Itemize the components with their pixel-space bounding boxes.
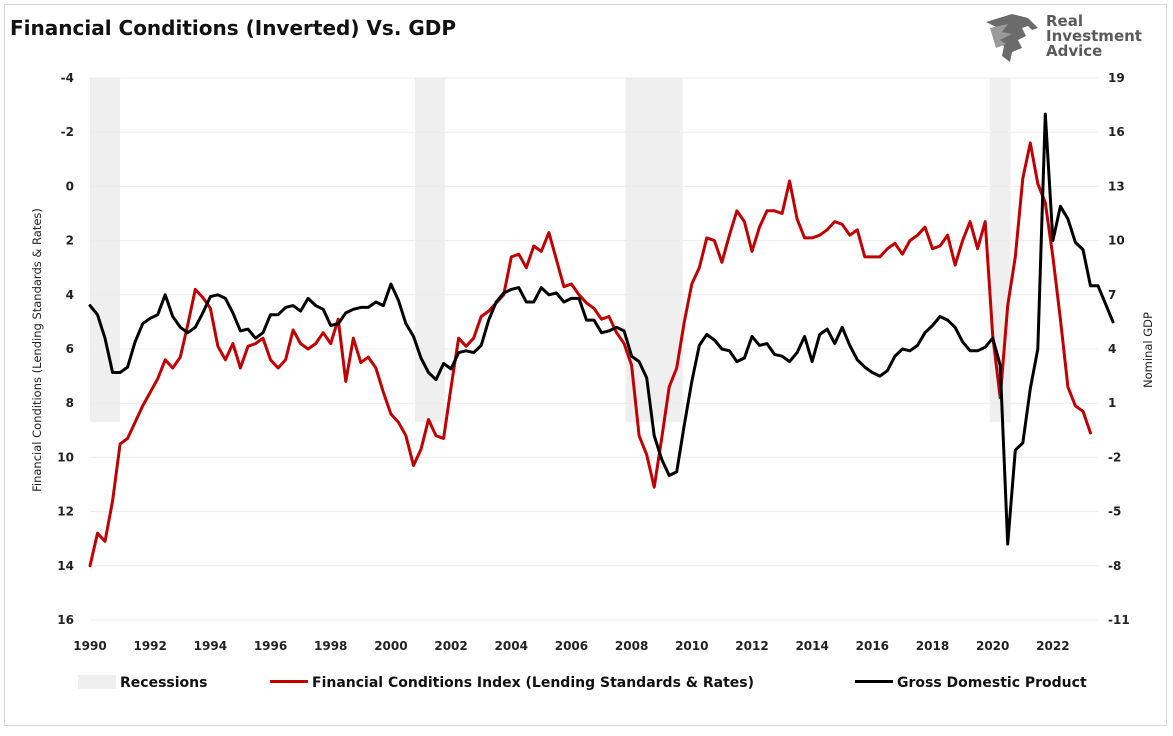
x-tick-label-16: 2022: [1036, 639, 1069, 653]
x-tick-label-15: 2020: [976, 639, 1009, 653]
right-tick-label-1: 16: [1108, 125, 1125, 139]
x-tick-label-9: 2008: [615, 639, 648, 653]
x-tick-label-0: 1990: [73, 639, 106, 653]
logo-line-3: Advice: [1046, 42, 1103, 60]
left-tick-label-0: -4: [61, 71, 74, 85]
right-tick-label-9: -8: [1108, 559, 1121, 573]
chart-frame: [4, 4, 1167, 726]
right-tick-label-6: 1: [1108, 396, 1116, 410]
x-tick-label-2: 1994: [194, 639, 227, 653]
series-line-financial-conditions: [88, 141, 1092, 568]
legend-recessions-swatch: [78, 675, 116, 689]
gridlines: [90, 77, 1098, 621]
recession-bands: [90, 78, 1011, 423]
x-tick-label-5: 2000: [374, 639, 407, 653]
x-tick-label-1: 1992: [133, 639, 166, 653]
right-axis-ticks: 19 16 13 10 7 4 1 -2 -5 -8 -11: [1108, 71, 1130, 627]
eagle-icon: [986, 14, 1038, 62]
recession-band-0: [90, 78, 121, 423]
left-tick-label-8: 12: [57, 505, 74, 519]
right-tick-label-8: -5: [1108, 505, 1121, 519]
recession-band-1: [414, 78, 446, 423]
left-axis-title: Financial Conditions (Lending Standards …: [30, 208, 44, 492]
legend-fci-label: Financial Conditions Index (Lending Stan…: [312, 675, 755, 691]
left-tick-label-6: 8: [66, 396, 74, 410]
x-tick-label-3: 1996: [254, 639, 287, 653]
left-tick-label-2: 0: [66, 179, 74, 193]
chart-title: Financial Conditions (Inverted) Vs. GDP: [10, 16, 457, 40]
right-tick-label-3: 10: [1108, 234, 1125, 248]
left-tick-label-7: 10: [57, 450, 74, 464]
left-tick-label-3: 2: [66, 234, 74, 248]
x-tick-label-8: 2006: [555, 639, 588, 653]
x-tick-label-4: 1998: [314, 639, 347, 653]
logo-line-2: Investment: [1046, 27, 1142, 45]
x-tick-label-7: 2004: [495, 639, 528, 653]
x-tick-label-13: 2016: [856, 639, 889, 653]
x-tick-label-14: 2018: [916, 639, 949, 653]
series-line-gdp: [88, 112, 1115, 546]
left-tick-label-1: -2: [61, 125, 74, 139]
x-tick-label-11: 2012: [735, 639, 768, 653]
right-tick-label-0: 19: [1108, 71, 1125, 85]
left-tick-label-10: 16: [57, 613, 74, 627]
x-tick-label-10: 2010: [675, 639, 708, 653]
brand-logo: Real Investment Advice: [982, 10, 1152, 66]
x-axis-ticks: 1990 1992 1994 1996 1998 2000 2002 2004 2006 2008…: [73, 639, 1069, 653]
right-axis-title: Nominal GDP: [1141, 312, 1155, 388]
left-tick-label-5: 6: [66, 342, 74, 356]
x-tick-label-12: 2014: [795, 639, 828, 653]
legend-recessions: Recessions: [78, 675, 207, 691]
right-tick-label-10: -11: [1108, 613, 1130, 627]
legend-fci: Financial Conditions Index (Lending Stan…: [270, 675, 754, 691]
legend-recessions-label: Recessions: [120, 675, 208, 691]
series-lines: [88, 112, 1115, 568]
right-tick-label-5: 4: [1108, 342, 1116, 356]
left-axis-ticks: -4 -2 0 2 4 6 8 10 12 14 16: [57, 71, 74, 627]
legend-gdp: Gross Domestic Product: [855, 675, 1087, 691]
recession-band-2: [625, 78, 683, 423]
x-tick-label-6: 2002: [434, 639, 467, 653]
logo-line-1: Real: [1046, 12, 1083, 30]
left-tick-label-4: 4: [66, 288, 74, 302]
right-tick-label-2: 13: [1108, 179, 1125, 193]
legend-gdp-swatch: [855, 680, 893, 683]
legend: Recessions Financial Conditions Index (L…: [0, 675, 1173, 697]
right-tick-label-4: 7: [1108, 288, 1116, 302]
legend-fci-swatch: [270, 680, 308, 683]
legend-gdp-label: Gross Domestic Product: [897, 675, 1087, 691]
right-tick-label-7: -2: [1108, 450, 1121, 464]
left-tick-label-9: 14: [57, 559, 74, 573]
